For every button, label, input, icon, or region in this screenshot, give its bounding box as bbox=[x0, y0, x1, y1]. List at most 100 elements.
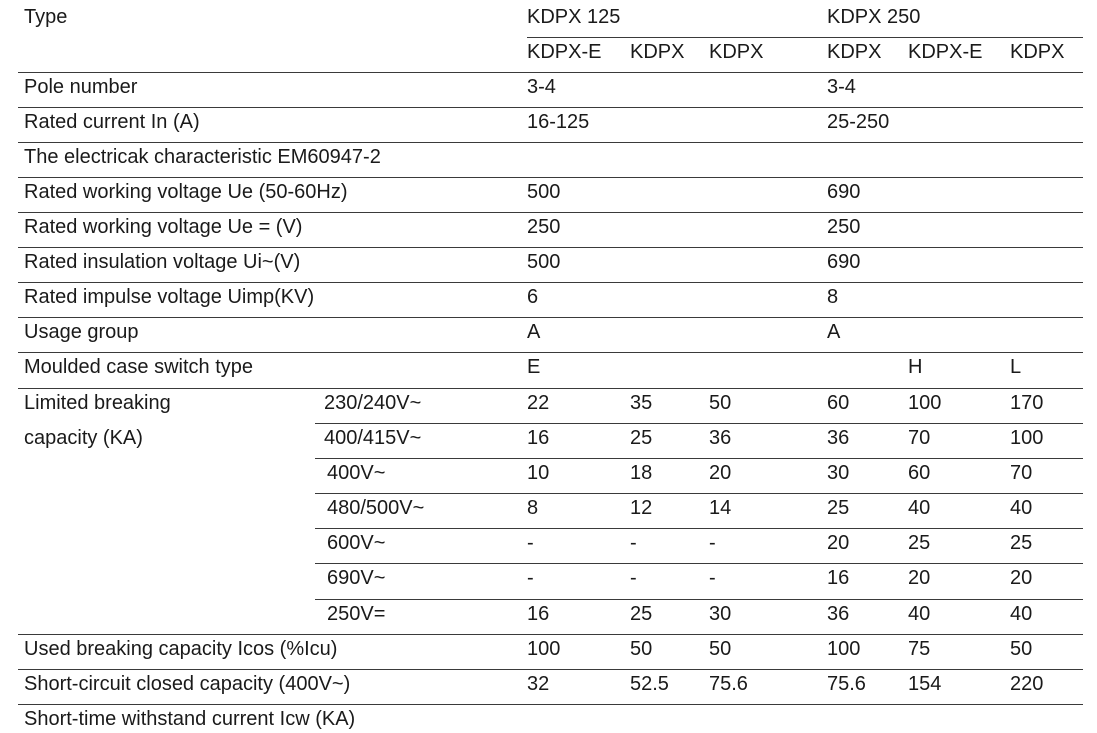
row-divider bbox=[18, 212, 1083, 213]
row-label: Pole number bbox=[24, 76, 138, 98]
breaking-value: 20 bbox=[827, 532, 850, 554]
row-divider bbox=[18, 352, 1083, 353]
row-value: 220 bbox=[1010, 673, 1044, 695]
row-value: 52.5 bbox=[630, 673, 669, 695]
breaking-value: 20 bbox=[709, 462, 732, 484]
model-subheader: KDPX bbox=[630, 41, 685, 63]
row-label: The electricak characteristic EM60947-2 bbox=[24, 146, 381, 168]
row-value: 75 bbox=[908, 638, 931, 660]
row-divider bbox=[315, 563, 1083, 564]
row-divider bbox=[18, 704, 1083, 705]
breaking-value: - bbox=[709, 567, 716, 589]
breaking-label: capacity (KA) bbox=[24, 427, 143, 449]
breaking-value: 8 bbox=[527, 497, 539, 519]
row-label: Usage group bbox=[24, 321, 139, 343]
row-value: 6 bbox=[527, 286, 539, 308]
breaking-value: 40 bbox=[908, 497, 931, 519]
row-divider bbox=[18, 388, 1083, 389]
breaking-value: 25 bbox=[630, 603, 653, 625]
row-value: L bbox=[1010, 356, 1022, 378]
row-divider bbox=[18, 107, 1083, 108]
breaking-value: 18 bbox=[630, 462, 653, 484]
model-subheader: KDPX bbox=[709, 41, 764, 63]
breaking-value: 60 bbox=[908, 462, 931, 484]
row-label: Short-time withstand current Icw (KA) bbox=[24, 708, 356, 730]
breaking-value: 100 bbox=[908, 392, 942, 414]
model-subheader: KDPX-E bbox=[527, 41, 602, 63]
breaking-voltage: 690V~ bbox=[327, 567, 386, 589]
row-divider bbox=[18, 142, 1083, 143]
row-value: 50 bbox=[709, 638, 732, 660]
breaking-value: 30 bbox=[827, 462, 850, 484]
breaking-value: 14 bbox=[709, 497, 732, 519]
breaking-value: 16 bbox=[527, 603, 550, 625]
breaking-value: 36 bbox=[827, 427, 850, 449]
model-subheader: KDPX bbox=[827, 41, 882, 63]
row-value: 25-250 bbox=[827, 111, 890, 133]
breaking-value: 30 bbox=[709, 603, 732, 625]
row-label: Rated working voltage Ue = (V) bbox=[24, 216, 303, 238]
breaking-value: - bbox=[709, 532, 716, 554]
breaking-value: 16 bbox=[527, 427, 550, 449]
row-label: Moulded case switch type bbox=[24, 356, 254, 378]
breaking-value: 40 bbox=[908, 603, 931, 625]
row-value: 154 bbox=[908, 673, 942, 695]
model-group-header: KDPX 250 bbox=[827, 6, 921, 28]
breaking-value: 50 bbox=[709, 392, 732, 414]
model-group-header: KDPX 125 bbox=[527, 6, 621, 28]
row-value: 32 bbox=[527, 673, 550, 695]
row-label: Short-circuit closed capacity (400V~) bbox=[24, 673, 351, 695]
breaking-value: 25 bbox=[1010, 532, 1033, 554]
row-value: 8 bbox=[827, 286, 839, 308]
row-divider bbox=[527, 37, 1083, 38]
row-divider bbox=[315, 599, 1083, 600]
model-subheader: KDPX-E bbox=[908, 41, 983, 63]
row-value: A bbox=[527, 321, 541, 343]
row-value: 75.6 bbox=[827, 673, 866, 695]
row-divider bbox=[315, 493, 1083, 494]
row-value: H bbox=[908, 356, 923, 378]
row-value: 75.6 bbox=[709, 673, 748, 695]
breaking-value: 12 bbox=[630, 497, 653, 519]
row-divider bbox=[18, 669, 1083, 670]
breaking-value: 25 bbox=[630, 427, 653, 449]
row-value: 690 bbox=[827, 251, 861, 273]
row-divider bbox=[315, 423, 1083, 424]
breaking-voltage: 480/500V~ bbox=[327, 497, 425, 519]
row-label: Rated insulation voltage Ui~(V) bbox=[24, 251, 301, 273]
breaking-value: 36 bbox=[709, 427, 732, 449]
breaking-voltage: 400V~ bbox=[327, 462, 386, 484]
type-label: Type bbox=[24, 6, 68, 28]
row-divider bbox=[18, 282, 1083, 283]
row-value: 250 bbox=[827, 216, 861, 238]
row-value: 100 bbox=[827, 638, 861, 660]
breaking-value: 20 bbox=[908, 567, 931, 589]
breaking-voltage: 230/240V~ bbox=[324, 392, 422, 414]
row-label: Rated working voltage Ue (50-60Hz) bbox=[24, 181, 348, 203]
row-divider bbox=[18, 634, 1083, 635]
row-divider bbox=[18, 247, 1083, 248]
breaking-value: - bbox=[527, 567, 534, 589]
row-value: 50 bbox=[1010, 638, 1033, 660]
breaking-label: Limited breaking bbox=[24, 392, 171, 414]
row-divider bbox=[18, 317, 1083, 318]
breaking-value: 70 bbox=[908, 427, 931, 449]
breaking-voltage: 400/415V~ bbox=[324, 427, 422, 449]
row-value: 250 bbox=[527, 216, 561, 238]
breaking-value: - bbox=[630, 567, 637, 589]
row-value: 16-125 bbox=[527, 111, 590, 133]
row-value: 3-4 bbox=[527, 76, 556, 98]
breaking-value: 35 bbox=[630, 392, 653, 414]
breaking-value: - bbox=[527, 532, 534, 554]
breaking-value: 20 bbox=[1010, 567, 1033, 589]
row-label: Rated current In (A) bbox=[24, 111, 200, 133]
row-value: 100 bbox=[527, 638, 561, 660]
breaking-voltage: 250V= bbox=[327, 603, 386, 625]
row-value: E bbox=[527, 356, 541, 378]
row-value: 3-4 bbox=[827, 76, 856, 98]
breaking-value: 25 bbox=[908, 532, 931, 554]
row-value: A bbox=[827, 321, 841, 343]
breaking-value: 25 bbox=[827, 497, 850, 519]
breaking-value: 16 bbox=[827, 567, 850, 589]
